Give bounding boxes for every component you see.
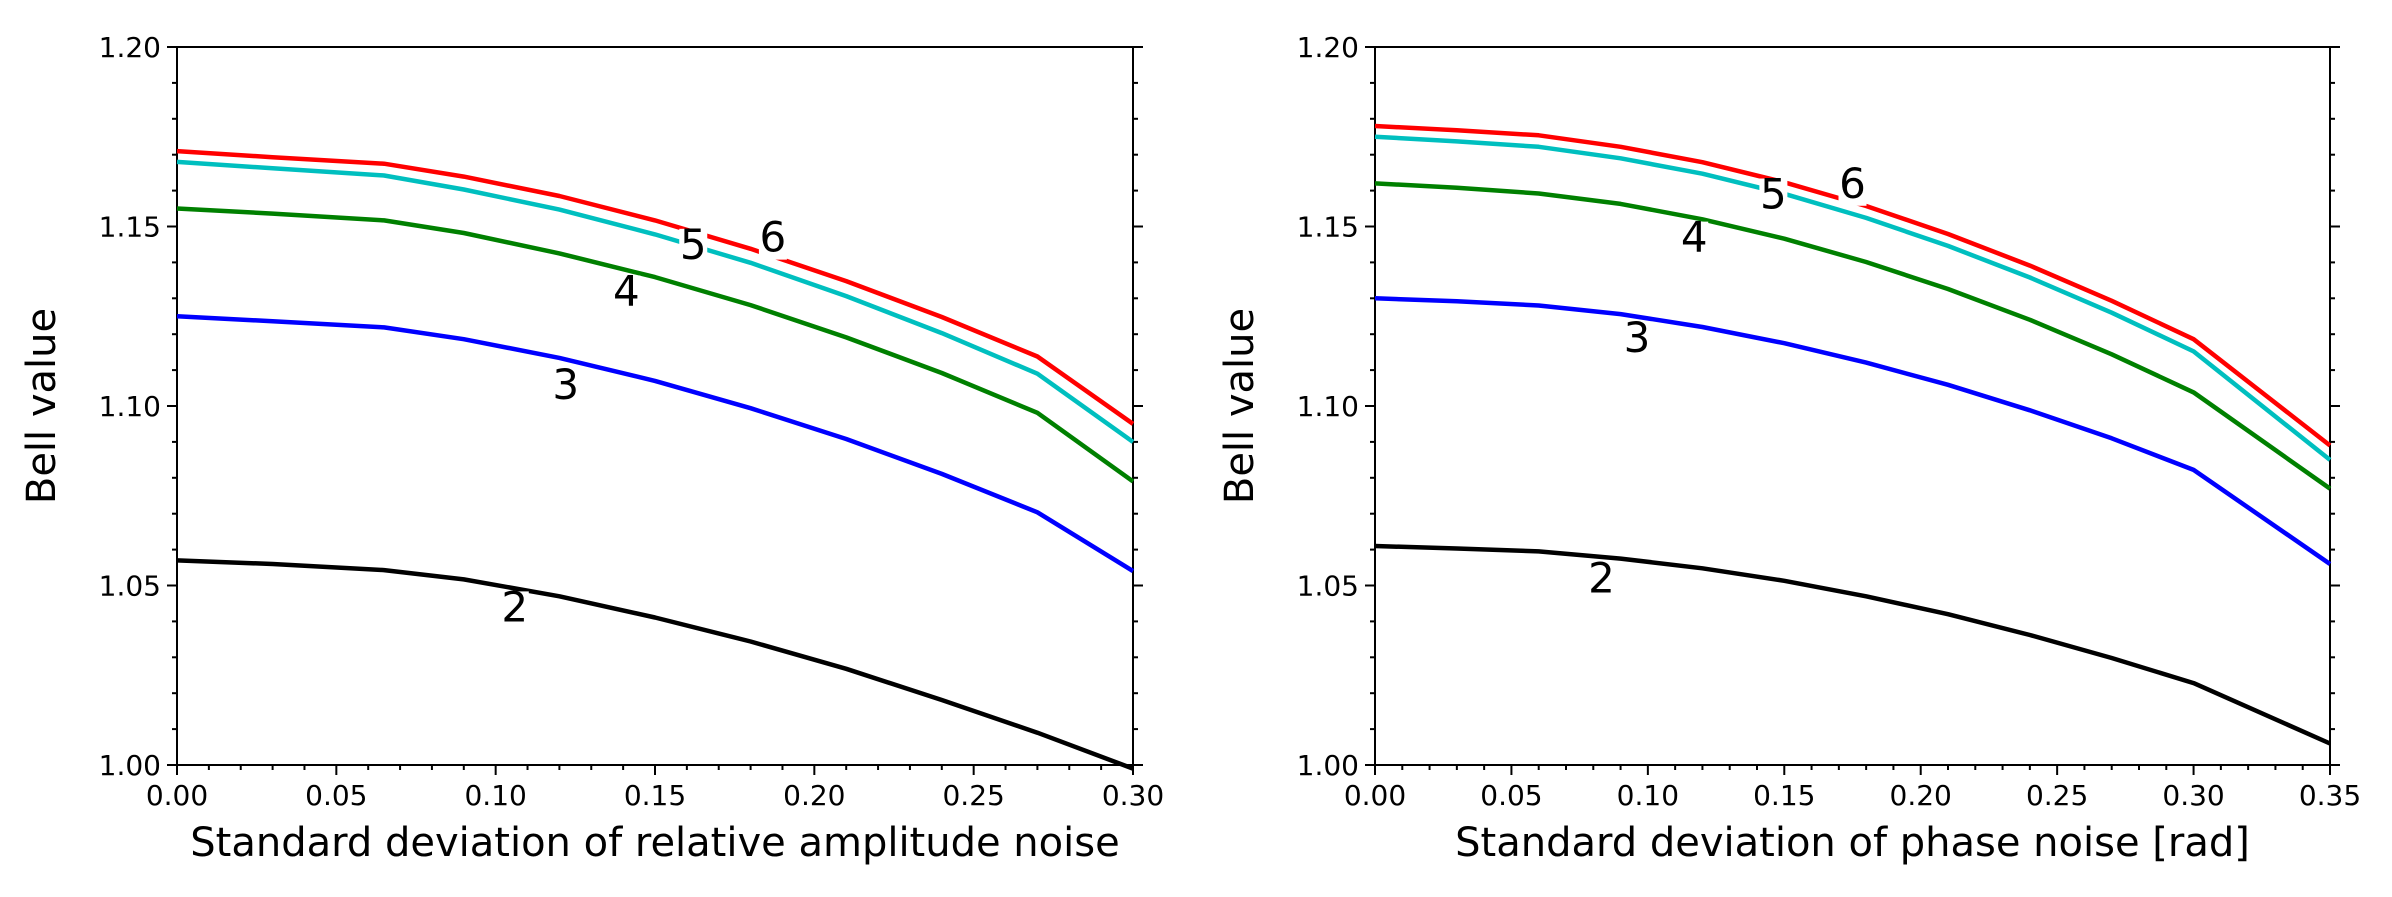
curve-label-background xyxy=(1838,167,1867,206)
x-tick-label: 0.25 xyxy=(942,779,1004,812)
y-tick-label: 1.20 xyxy=(1297,31,1359,64)
series-line-5 xyxy=(176,159,1135,444)
x-axis-label: Standard deviation of phase noise [rad] xyxy=(1455,820,2250,866)
curve-label-4: 4 xyxy=(1681,213,1708,262)
x-tick-label: 0.05 xyxy=(1480,779,1542,812)
series-line-2 xyxy=(176,558,1134,771)
x-tick-label: 0.15 xyxy=(1753,779,1815,812)
x-tick-label: 0.30 xyxy=(2162,779,2224,812)
curve-label-6: 6 xyxy=(1839,159,1866,208)
curve-label-2: 2 xyxy=(1588,554,1615,603)
plot-frame xyxy=(1374,46,2331,766)
y-tick-label: 1.15 xyxy=(99,211,161,244)
curve-label-5: 5 xyxy=(680,220,707,269)
x-tick-label: 0.10 xyxy=(1617,779,1679,812)
curve-label-5: 5 xyxy=(1760,170,1787,219)
x-tick-label: 0.10 xyxy=(464,779,526,812)
x-tick-label: 0.25 xyxy=(2026,779,2088,812)
series-line-3 xyxy=(1374,296,2332,566)
series-line-3 xyxy=(176,313,1135,574)
amplitude-noise-panel: 0.00 0.05 0.10 0.15 0.20 0.25 0.30 1.00 1.05 1.10… xyxy=(19,31,1164,866)
series-line-6 xyxy=(176,148,1135,426)
plot-frame xyxy=(176,46,1134,766)
curve-label-6: 6 xyxy=(760,213,787,262)
y-tick-label: 1.05 xyxy=(1297,570,1359,603)
x-tick-label: 0.35 xyxy=(2299,779,2361,812)
curve-label-3: 3 xyxy=(1624,313,1651,362)
series-line-6 xyxy=(1374,123,2332,448)
curve-label-background xyxy=(500,591,529,630)
x-tick-label: 0.15 xyxy=(624,779,686,812)
curve-label-background xyxy=(612,275,641,314)
curve-label-background xyxy=(551,368,580,407)
x-tick-label: 0.05 xyxy=(305,779,367,812)
x-tick-label: 0.20 xyxy=(783,779,845,812)
curve-label-background xyxy=(758,221,787,260)
y-tick-label: 1.00 xyxy=(1297,749,1359,782)
x-tick-label: 0.30 xyxy=(1102,779,1164,812)
x-tick-label: 0.00 xyxy=(146,779,208,812)
x-tick-label: 0.00 xyxy=(1344,779,1406,812)
y-axis-label: Bell value xyxy=(19,308,65,504)
series-line-2 xyxy=(1374,543,2331,746)
y-tick-label: 1.10 xyxy=(99,390,161,423)
curve-label-background xyxy=(1759,178,1788,217)
y-tick-label: 1.05 xyxy=(99,570,161,603)
curve-label-background xyxy=(1587,562,1616,601)
curve-label-4: 4 xyxy=(613,266,640,315)
y-tick-label: 1.00 xyxy=(99,749,161,782)
curve-label-background xyxy=(1680,221,1709,260)
series-line-4 xyxy=(1374,181,2332,491)
curve-label-3: 3 xyxy=(552,360,579,409)
y-tick-label: 1.20 xyxy=(99,31,161,64)
y-tick-label: 1.15 xyxy=(1297,211,1359,244)
curve-label-background xyxy=(1622,322,1651,361)
y-tick-label: 1.10 xyxy=(1297,390,1359,423)
curve-label-2: 2 xyxy=(501,582,528,631)
y-axis-label: Bell value xyxy=(1217,308,1263,504)
series-line-4 xyxy=(176,206,1135,484)
x-tick-label: 0.20 xyxy=(1890,779,1952,812)
curve-label-background xyxy=(679,228,708,267)
x-axis-label: Standard deviation of relative amplitude… xyxy=(190,820,1119,866)
phase-noise-panel: 0.00 0.05 0.10 0.15 0.20 0.25 0.30 0.35 1.00 1.05… xyxy=(1217,31,2361,866)
series-line-5 xyxy=(1374,134,2332,462)
